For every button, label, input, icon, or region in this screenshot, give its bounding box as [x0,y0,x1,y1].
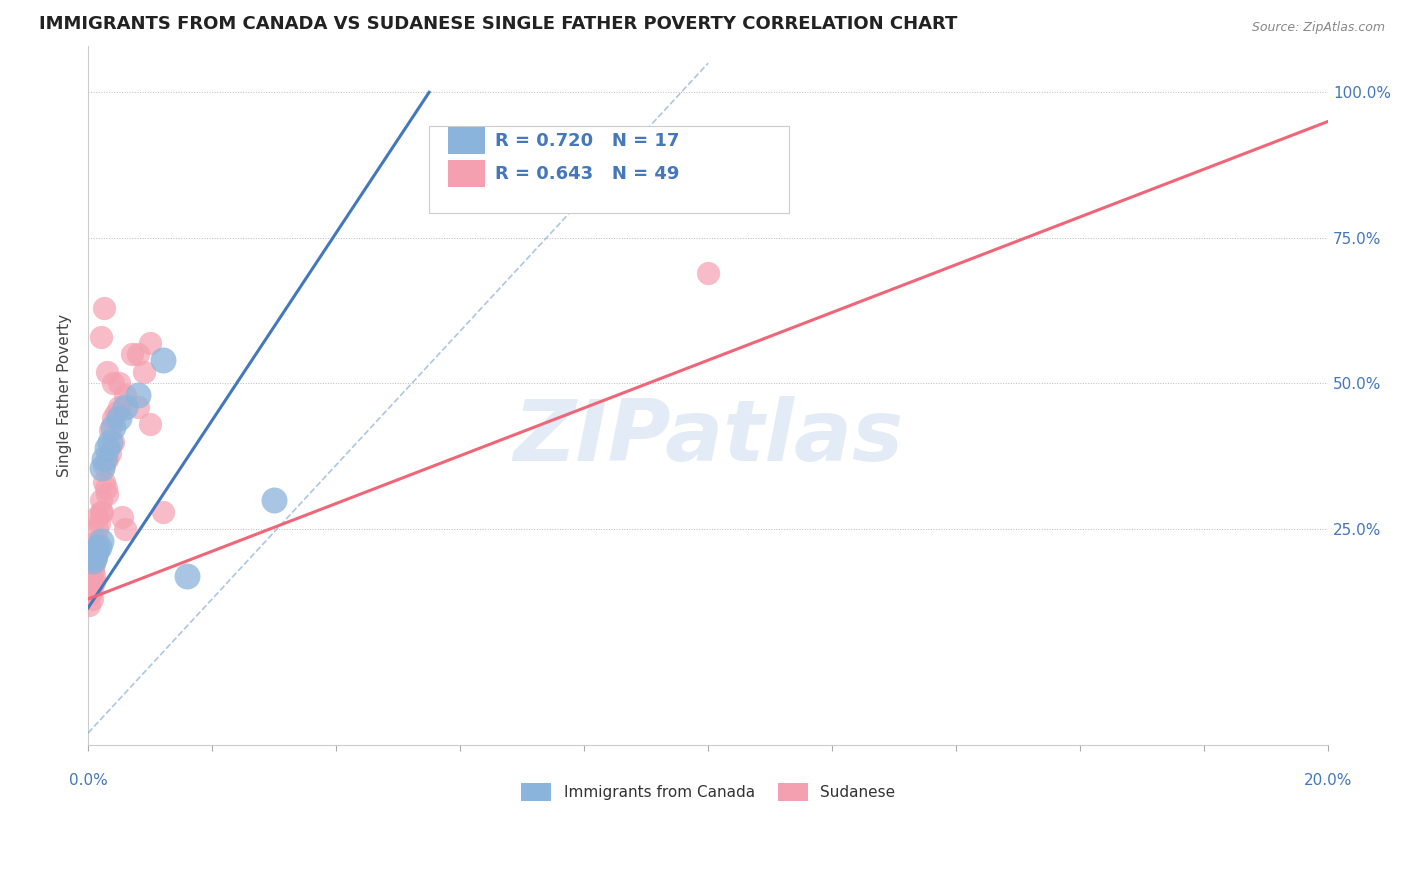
Point [83,551,105,566]
Point [697,266,720,280]
Point [98,434,121,449]
Point [127,388,149,402]
Point [93,475,115,490]
Bar [447,161,485,186]
Point [83,545,105,559]
Point [90,493,112,508]
Point [96,487,118,501]
Point [79,586,101,600]
Point [80,574,103,589]
Point [132,365,155,379]
Point [82,580,104,594]
Point [111,510,134,524]
Point [82,563,104,577]
Point [83,568,105,582]
Point [108,411,131,425]
Point [96,441,118,455]
Point [86,533,108,548]
Point [86,510,108,524]
Text: 0.0%: 0.0% [69,773,107,789]
Point [83,557,105,571]
Point [114,388,136,402]
Point [90,533,112,548]
Point [90,505,112,519]
Point [96,365,118,379]
Point [79,598,101,612]
Point [93,458,115,472]
Point [263,493,285,508]
Point [101,420,124,434]
Point [139,417,162,432]
Point [127,347,149,361]
Text: 20.0%: 20.0% [1303,773,1353,789]
Point [101,411,124,425]
Point [82,554,104,568]
Point [90,461,112,475]
Text: ZIPatlas: ZIPatlas [513,395,903,479]
Point [80,568,103,582]
Point [84,540,107,554]
Point [80,586,103,600]
Point [108,400,131,414]
Point [89,516,111,531]
Y-axis label: Single Father Poverty: Single Father Poverty [58,314,72,476]
Point [152,505,174,519]
Bar [447,128,485,154]
Text: R = 0.643   N = 49: R = 0.643 N = 49 [495,165,679,183]
Point [105,406,128,420]
Point [90,505,112,519]
Point [83,574,105,589]
Point [152,353,174,368]
Point [86,522,108,536]
Point [93,301,115,315]
Point [114,522,136,536]
Point [90,330,112,344]
Point [139,335,162,350]
Text: Source: ZipAtlas.com: Source: ZipAtlas.com [1251,21,1385,34]
Text: IMMIGRANTS FROM CANADA VS SUDANESE SINGLE FATHER POVERTY CORRELATION CHART: IMMIGRANTS FROM CANADA VS SUDANESE SINGL… [38,15,957,33]
Point [93,452,115,467]
Point [96,452,118,467]
Point [84,551,107,566]
Point [84,545,107,559]
Point [80,592,103,607]
Point [176,568,198,582]
Point [98,423,121,437]
Point [127,400,149,414]
Point [101,376,124,391]
Point [108,376,131,391]
Point [121,347,143,361]
Point [86,542,108,557]
Point [114,400,136,414]
FancyBboxPatch shape [429,126,789,213]
Point [94,481,117,495]
Legend: Immigrants from Canada, Sudanese: Immigrants from Canada, Sudanese [515,777,901,807]
Point [98,446,121,460]
Point [79,574,101,589]
Point [89,540,111,554]
Point [101,434,124,449]
Text: R = 0.720   N = 17: R = 0.720 N = 17 [495,132,679,151]
